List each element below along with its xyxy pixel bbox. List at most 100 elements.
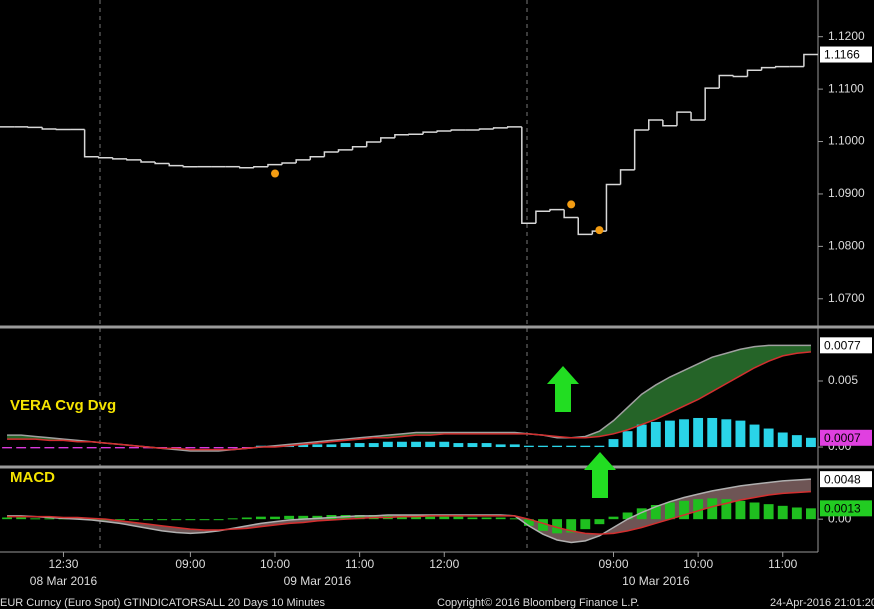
histogram-bar <box>312 515 323 520</box>
last-value-box <box>820 337 872 354</box>
price-bar <box>774 65 790 68</box>
price-bar <box>549 208 565 212</box>
histogram-bar <box>495 444 506 448</box>
price-bar <box>154 161 170 165</box>
histogram-bar <box>777 432 788 448</box>
histogram-bar <box>114 519 125 521</box>
histogram-bar <box>255 516 266 520</box>
x-tick-label: 11:00 <box>345 557 374 571</box>
x-tick-label: 10:00 <box>260 557 290 571</box>
histogram-bar <box>636 508 647 520</box>
footer-security: EUR Curncy (Euro Spot) GTINDICATORSALL 2… <box>0 597 326 609</box>
histogram-bar <box>425 441 436 448</box>
x-tick-label: 09:00 <box>598 557 628 571</box>
last-value-box <box>820 429 872 446</box>
last-value-label: 0.0013 <box>824 502 861 516</box>
histogram-bar <box>806 508 816 520</box>
histogram-bar <box>100 447 111 449</box>
price-bar <box>746 69 762 77</box>
price-bar <box>112 157 127 160</box>
histogram-bar <box>157 519 168 521</box>
histogram-bar <box>721 499 732 520</box>
price-bar <box>295 159 311 164</box>
histogram-bar <box>270 516 280 520</box>
price-bar <box>662 120 677 127</box>
histogram-bar <box>467 517 478 520</box>
histogram-bar <box>763 504 774 520</box>
histogram-bar <box>594 519 605 525</box>
histogram-bar <box>693 417 704 448</box>
histogram-bar <box>777 505 788 520</box>
panel-title: MACD <box>10 469 55 486</box>
price-bar <box>450 129 466 132</box>
histogram-bar <box>16 517 27 520</box>
price-bar <box>41 127 57 130</box>
histogram-bar <box>129 519 139 521</box>
histogram-bar <box>622 512 633 520</box>
histogram-bar <box>241 517 252 520</box>
y-tick-label: 1.0900 <box>828 186 865 200</box>
price-bar <box>182 165 198 168</box>
price-bar <box>633 129 649 170</box>
x-tick-label: 12:00 <box>429 557 459 571</box>
price-bar <box>83 129 99 158</box>
last-value-label: 1.1166 <box>824 48 860 62</box>
x-tick-label: 12:30 <box>48 557 78 571</box>
y-tick-label: 1.1000 <box>828 134 865 148</box>
histogram-bar <box>185 447 196 449</box>
histogram-bar <box>298 444 309 448</box>
histogram-bar <box>679 500 689 520</box>
histogram-bar <box>636 424 647 448</box>
histogram-bar <box>30 518 41 520</box>
price-bar <box>648 119 663 130</box>
price-bar <box>422 131 438 135</box>
price-bar <box>27 126 43 129</box>
histogram-bar <box>114 447 125 449</box>
price-bar <box>521 126 536 225</box>
x-tick-label: 09:00 <box>175 557 205 571</box>
histogram-bar <box>199 447 210 449</box>
histogram-bar <box>791 507 802 520</box>
histogram-bar <box>523 445 534 448</box>
price-bar <box>380 137 395 143</box>
histogram-bar <box>171 519 182 521</box>
footer-copyright: Copyright© 2016 Bloomberg Finance L.P. <box>437 597 639 609</box>
indicator-line <box>7 351 812 451</box>
price-bar <box>478 128 494 130</box>
price-bar <box>492 127 508 129</box>
indicator-line <box>7 490 811 535</box>
histogram-bar <box>749 424 760 448</box>
signal-dot <box>595 226 604 235</box>
histogram-bar <box>749 502 760 520</box>
histogram-bar <box>227 518 238 520</box>
price-bar <box>351 146 367 150</box>
cloud-fill <box>7 345 811 451</box>
histogram-bar <box>58 447 69 449</box>
histogram-bar <box>552 519 563 534</box>
x-date-label: 10 Mar 2016 <box>622 574 690 588</box>
price-bar <box>408 133 424 135</box>
histogram-bar <box>495 517 506 520</box>
last-value-label: 0.0007 <box>824 431 861 445</box>
histogram-bar <box>298 515 309 520</box>
histogram-bar <box>693 499 704 520</box>
price-bar <box>577 217 593 236</box>
indicator-line <box>7 478 811 544</box>
histogram-bar <box>566 445 577 448</box>
x-tick-label: 11:00 <box>768 557 797 571</box>
histogram-bar <box>44 447 55 449</box>
histogram-bar <box>806 437 816 448</box>
price-bar <box>365 141 381 147</box>
histogram-bar <box>397 515 407 520</box>
histogram-bar <box>2 447 12 449</box>
histogram-bar <box>397 441 407 448</box>
histogram-bar <box>354 443 365 448</box>
histogram-bar <box>552 445 563 448</box>
up-arrow <box>547 366 579 412</box>
histogram-bar <box>439 516 450 520</box>
price-bar <box>605 183 621 232</box>
last-value-label: 0.0048 <box>824 472 861 486</box>
histogram-bar <box>185 519 196 521</box>
histogram-bar <box>622 431 633 448</box>
